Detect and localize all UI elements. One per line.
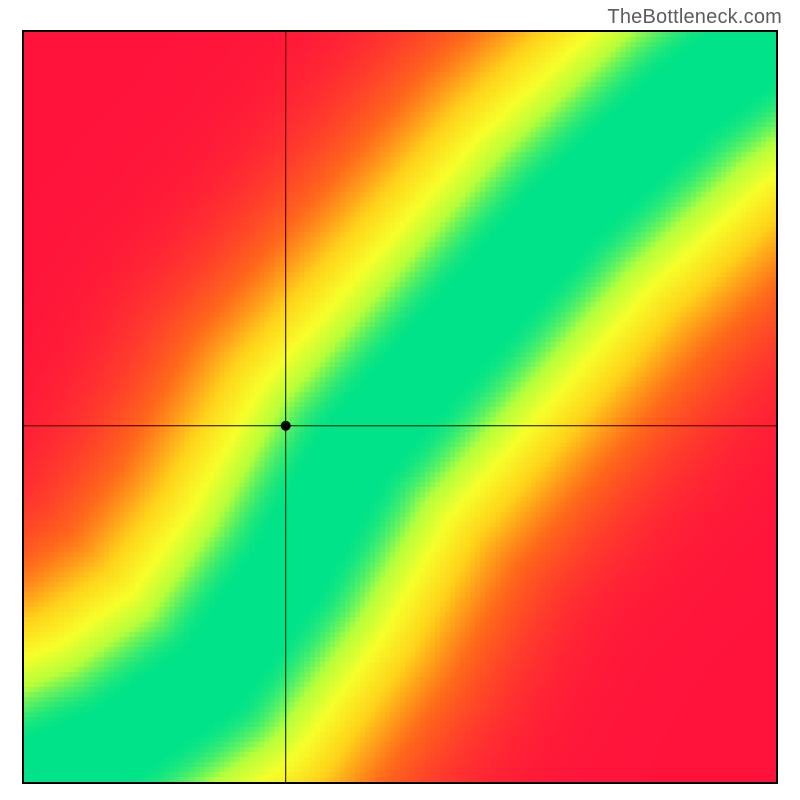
plot-area [22,30,778,784]
watermark-text: TheBottleneck.com [607,6,782,29]
chart-container: TheBottleneck.com [0,0,800,800]
heatmap-canvas [24,32,776,782]
